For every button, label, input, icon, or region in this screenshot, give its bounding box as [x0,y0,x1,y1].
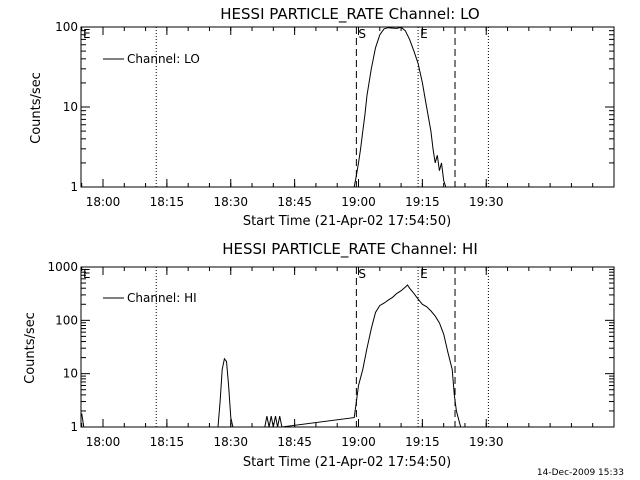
panel-lo-marker-label: E [420,27,428,41]
panel-hi-marker-label: E [83,267,91,281]
panel-lo-x-tick-label: 18:15 [150,195,185,209]
panel-hi-y-tick-label: 1 [70,420,78,434]
panel-hi: HESSI PARTICLE_RATE Channel: HI Counts/s… [23,240,615,470]
panel-hi-x-tick-label: 19:00 [341,435,376,449]
panel-lo-x-tick-label: 19:00 [341,195,376,209]
panel-lo-marker-label: S [358,27,366,41]
panel-lo: HESSI PARTICLE_RATE Channel: LO Counts/s… [29,5,615,229]
panel-hi-title: HESSI PARTICLE_RATE Channel: HI [222,240,478,259]
panel-lo-x-tick-label: 19:15 [405,195,440,209]
panel-hi-xlabel: Start Time (21-Apr-02 17:54:50) [243,455,451,470]
panel-hi-marker-label: S [358,267,366,281]
panel-lo-y-tick-label: 1 [70,180,78,194]
panel-lo-x-tick-label: 18:45 [277,195,312,209]
panel-lo-y-tick-label: 100 [55,20,78,34]
panel-hi-x-tick-label: 19:30 [469,435,504,449]
panel-hi-marker-label: E [420,267,428,281]
panel-lo-series-line [353,26,447,188]
panel-hi-ylabel: Counts/sec [23,312,38,384]
panel-hi-x-tick-label: 18:00 [86,435,121,449]
panel-lo-legend-label: Channel: LO [127,52,200,66]
panel-lo-marker-label: E [83,27,91,41]
panel-hi-y-tick-label: 1000 [47,260,78,274]
panel-lo-ylabel: Counts/sec [29,72,44,144]
panel-lo-xlabel: Start Time (21-Apr-02 17:54:50) [243,214,451,229]
panel-lo-x-tick-label: 18:30 [213,195,248,209]
panel-hi-legend-label: Channel: HI [127,291,197,305]
panel-lo-x-tick-label: 18:00 [86,195,121,209]
panel-hi-x-tick-label: 18:45 [277,435,312,449]
panel-lo-title: HESSI PARTICLE_RATE Channel: LO [220,5,479,24]
panel-hi-plot-frame [80,266,615,428]
panel-hi-x-tick-label: 18:15 [150,435,185,449]
panel-hi-x-tick-label: 19:15 [405,435,440,449]
panel-hi-y-tick-label: 100 [55,313,78,327]
panel-lo-x-tick-label: 19:30 [469,195,504,209]
footer-timestamp: 14-Dec-2009 15:33 [537,468,624,478]
panel-lo-y-tick-label: 10 [63,100,78,114]
panel-lo-plot-frame [80,26,615,188]
panel-hi-x-tick-label: 18:30 [213,435,248,449]
panel-hi-y-tick-label: 10 [63,367,78,381]
panel-hi-series-line [81,284,462,428]
